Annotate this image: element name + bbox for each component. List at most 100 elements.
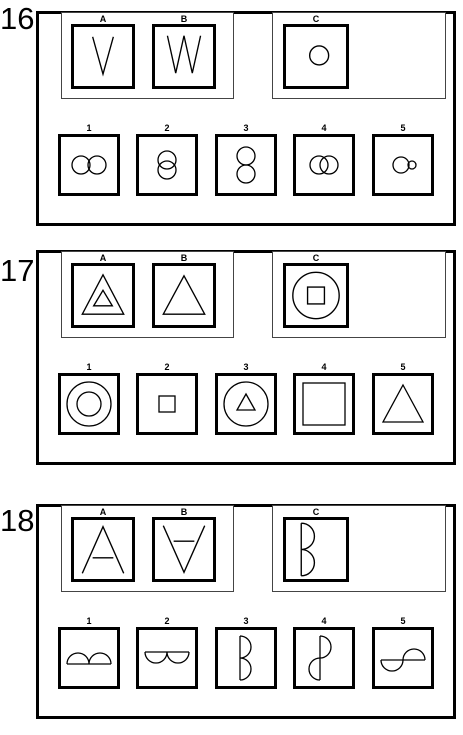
- v-stroke: [91, 36, 115, 77]
- answer-option-1[interactable]: [58, 627, 120, 689]
- letter-v-figure: [91, 36, 115, 77]
- option-label: 5: [400, 362, 406, 372]
- circle-top: [157, 150, 177, 170]
- circle-small: [407, 160, 417, 170]
- b-bumps: [144, 651, 190, 664]
- circle-right: [319, 155, 339, 175]
- answer-option-3[interactable]: [215, 627, 277, 689]
- small-circle-figure: [308, 45, 330, 66]
- two-circles-horizontal-figure: [71, 155, 107, 175]
- answer-option-4[interactable]: [293, 627, 355, 689]
- answer-option-2[interactable]: [136, 627, 198, 689]
- example-cell-b: [152, 263, 216, 328]
- example-cell-c: [283, 517, 349, 582]
- answer-option-5[interactable]: [372, 373, 434, 435]
- example-label: A: [99, 507, 107, 517]
- example-label: C: [312, 253, 320, 263]
- example-cell-b: [152, 24, 216, 89]
- letter-b-figure: [300, 522, 316, 577]
- large-triangle-figure: [381, 383, 425, 423]
- option-label: 3: [243, 616, 249, 626]
- b-bumps: [301, 522, 316, 577]
- triangle-shape: [235, 392, 257, 411]
- b-bumps: [239, 635, 252, 681]
- square-shape: [158, 395, 176, 413]
- answer-option-2[interactable]: [136, 373, 198, 435]
- question-panel: A B C 1 2 3 4 5: [36, 250, 456, 465]
- b-rotated-bumps-up-figure: [66, 652, 112, 665]
- two-circles-vertical-stacked-figure: [236, 146, 256, 184]
- example-label: C: [312, 14, 320, 24]
- question-panel: A B C 1 2 3 4 5: [36, 11, 456, 226]
- option-label: 1: [86, 123, 92, 133]
- letter-a-figure: [81, 525, 125, 574]
- b-halves-opposite-figure: [308, 635, 332, 681]
- inverted-a-sides: [162, 525, 206, 574]
- question-panel: A B C 1 2 3 4 5: [36, 504, 456, 719]
- option-label: 4: [321, 123, 327, 133]
- answer-option-3[interactable]: [215, 134, 277, 196]
- circle-shape: [292, 271, 340, 320]
- answer-option-4[interactable]: [293, 373, 355, 435]
- option-label: 1: [86, 616, 92, 626]
- answer-option-2[interactable]: [136, 134, 198, 196]
- inverted-a-figure: [162, 525, 206, 574]
- outer-circle: [66, 381, 112, 427]
- b-mirrored-smaller-figure: [239, 635, 252, 681]
- answer-option-5[interactable]: [372, 134, 434, 196]
- triangle-in-circle-figure: [223, 381, 269, 427]
- triangle-shape: [381, 383, 425, 423]
- circle-with-small-circle-figure: [392, 156, 417, 174]
- inner-triangle: [92, 289, 114, 307]
- large-square-figure: [302, 382, 346, 426]
- b-bumps: [380, 648, 426, 672]
- option-label: 4: [321, 362, 327, 372]
- outer-triangle: [81, 273, 125, 315]
- question-number: 16: [0, 1, 35, 36]
- circle-in-circle-figure: [66, 381, 112, 427]
- b-rotated-bumps-down-figure: [144, 651, 190, 664]
- option-label: 4: [321, 616, 327, 626]
- example-label: B: [180, 253, 188, 263]
- example-cell-c: [283, 263, 349, 328]
- example-label: B: [180, 507, 188, 517]
- w-stroke: [166, 35, 202, 74]
- b-halves-horizontal-wave-figure: [380, 648, 426, 672]
- example-cell-c: [283, 24, 349, 89]
- option-label: 3: [243, 123, 249, 133]
- answer-option-5[interactable]: [372, 627, 434, 689]
- circle-left: [71, 155, 91, 175]
- option-label: 5: [400, 616, 406, 626]
- answer-option-3[interactable]: [215, 373, 277, 435]
- triangle-in-triangle-figure: [81, 273, 125, 315]
- b-bumps: [66, 652, 112, 665]
- circle-right: [87, 155, 107, 175]
- square-shape: [306, 286, 326, 305]
- question-number: 18: [0, 503, 35, 538]
- a-sides: [81, 525, 125, 574]
- answer-option-4[interactable]: [293, 134, 355, 196]
- small-square-figure: [158, 395, 176, 413]
- example-label: C: [312, 507, 320, 517]
- answer-option-1[interactable]: [58, 373, 120, 435]
- example-cell-a: [71, 517, 135, 582]
- option-label: 1: [86, 362, 92, 372]
- large-triangle-figure: [162, 274, 206, 315]
- two-circles-horizontal-overlap-figure: [309, 155, 339, 175]
- circle-shape: [308, 45, 330, 66]
- square-shape: [302, 382, 346, 426]
- triangle-shape: [162, 274, 206, 315]
- option-label: 2: [164, 123, 170, 133]
- circle-left: [309, 155, 329, 175]
- answer-option-1[interactable]: [58, 134, 120, 196]
- circle-bottom: [236, 164, 256, 184]
- letter-w-figure: [166, 35, 202, 74]
- example-label: A: [99, 253, 107, 263]
- circle-bottom: [157, 160, 177, 180]
- circle-top: [236, 146, 256, 166]
- example-cell-a: [71, 263, 135, 328]
- option-label: 3: [243, 362, 249, 372]
- question-number: 17: [0, 253, 35, 288]
- circle-shape: [223, 381, 269, 427]
- inner-circle: [76, 391, 102, 417]
